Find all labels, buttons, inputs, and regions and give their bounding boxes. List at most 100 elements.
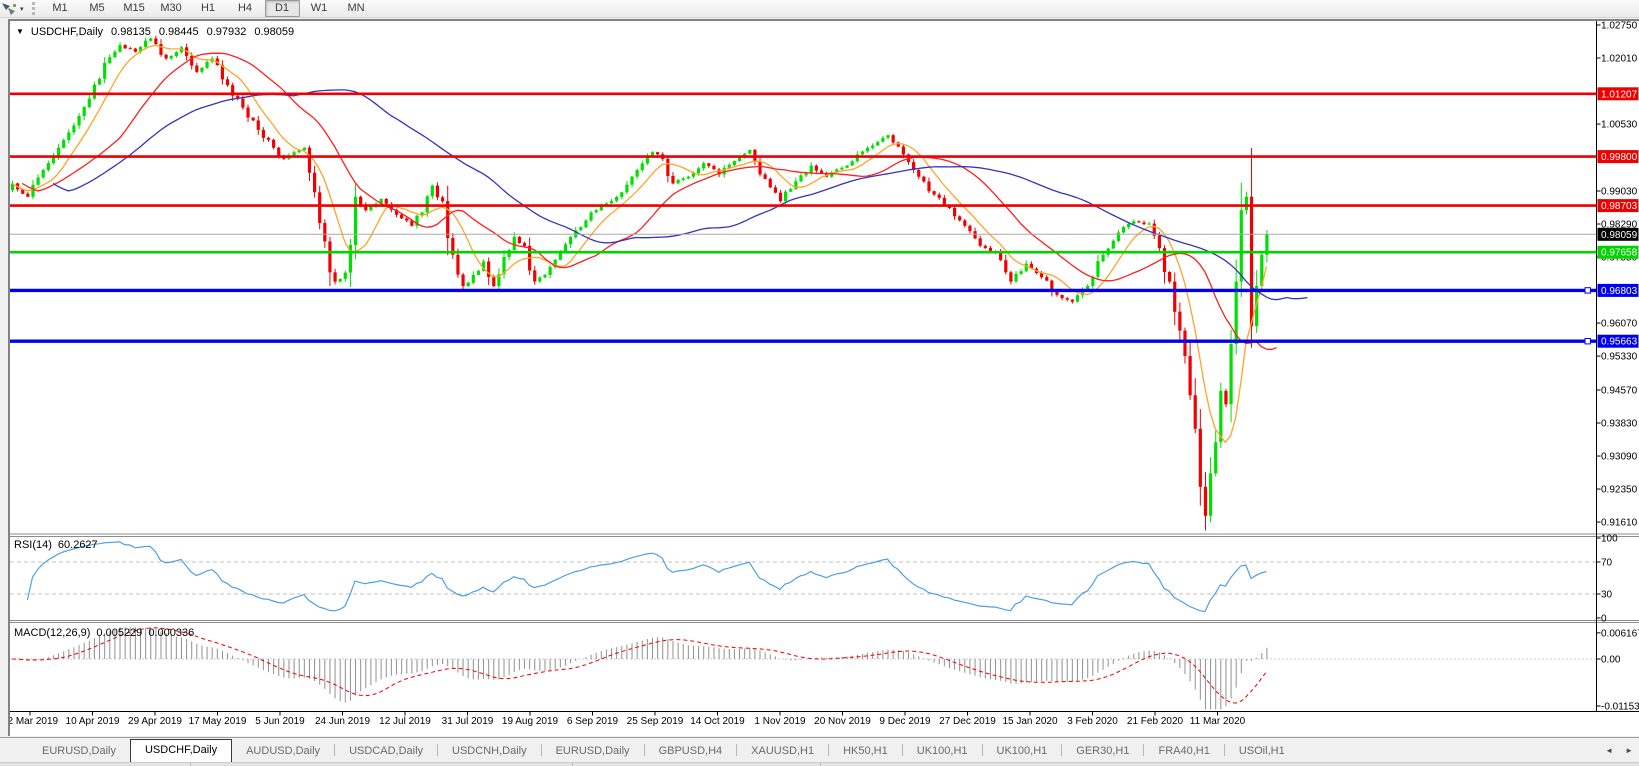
chart-tab-USOil-H1[interactable]: USOil,H1: [1238, 745, 1285, 757]
tab-separator: [828, 744, 830, 756]
svg-text:10 Apr 2019: 10 Apr 2019: [66, 716, 120, 727]
svg-text:0.99800: 0.99800: [1601, 152, 1638, 163]
svg-text:70: 70: [1601, 558, 1613, 569]
ohlc-low: 0.97932: [206, 26, 247, 38]
svg-text:0.98059: 0.98059: [1601, 230, 1638, 241]
svg-text:11 Mar 2020: 11 Mar 2020: [1190, 716, 1246, 727]
tab-separator: [981, 744, 983, 756]
svg-text:3 Feb 2020: 3 Feb 2020: [1067, 716, 1118, 727]
chart-tab-EURUSD-Daily[interactable]: EURUSD,Daily: [42, 745, 116, 757]
tab-scroll-right-icon[interactable]: ►: [1625, 746, 1633, 755]
chart-tab-USDCHF-Daily[interactable]: USDCHF,Daily: [129, 739, 233, 762]
chart-title-caret-icon[interactable]: ▼: [16, 27, 24, 36]
svg-text:1.02010: 1.02010: [1601, 54, 1638, 65]
svg-text:19 Aug 2019: 19 Aug 2019: [502, 716, 559, 727]
svg-text:1.02750: 1.02750: [1601, 21, 1638, 32]
macd-signal-value: 0.000336: [148, 627, 195, 639]
svg-text:0.96070: 0.96070: [1601, 319, 1638, 330]
rsi-name: RSI(14): [14, 539, 52, 551]
tab-separator: [1061, 744, 1063, 756]
svg-text:-0.011533: -0.011533: [1601, 702, 1639, 713]
svg-text:31 Jul 2019: 31 Jul 2019: [442, 716, 494, 727]
svg-text:0.99030: 0.99030: [1601, 187, 1638, 198]
svg-text:24 Jun 2019: 24 Jun 2019: [315, 716, 370, 727]
toolbar-grip[interactable]: [31, 2, 35, 15]
chart-window: 1.027501.020101.005300.990300.982900.975…: [8, 19, 1639, 736]
svg-text:0.95330: 0.95330: [1601, 352, 1638, 363]
timeframe-button-H4[interactable]: H4: [237, 2, 253, 14]
tab-separator: [540, 744, 542, 756]
svg-text:0.98703: 0.98703: [1601, 201, 1638, 212]
timeframe-toolbar: ▾ M1 M5 M15 M30 H1 H4 D1 W1 MN: [0, 0, 1639, 18]
svg-text:21 Feb 2020: 21 Feb 2020: [1127, 716, 1184, 727]
svg-text:25 Sep 2019: 25 Sep 2019: [627, 716, 684, 727]
svg-text:0.006167: 0.006167: [1601, 628, 1639, 639]
chart-tab-bar: EURUSD,Daily USDCHF,Daily AUDUSD,Daily USDC…: [0, 737, 1639, 762]
svg-text:9 Dec 2019: 9 Dec 2019: [879, 716, 931, 727]
tab-scroll-arrows: ◄ ►: [1605, 746, 1633, 755]
ohlc-high: 0.98445: [158, 26, 199, 38]
timeframe-button-M15[interactable]: M15: [123, 2, 145, 14]
chart-tab-HK50-H1[interactable]: HK50,H1: [843, 745, 888, 757]
timeframe-button-M30[interactable]: M30: [160, 2, 182, 14]
chart-tab-UK100-H1[interactable]: UK100,H1: [916, 745, 968, 757]
timeframe-button-D1[interactable]: D1: [264, 0, 300, 17]
ohlc-close: 0.98059: [254, 26, 295, 38]
svg-text:20 Nov 2019: 20 Nov 2019: [814, 716, 871, 727]
rsi-indicator-label: RSI(14) 60.2627: [14, 539, 104, 551]
svg-text:22 Mar 2019: 22 Mar 2019: [10, 716, 59, 727]
svg-text:0.92350: 0.92350: [1601, 485, 1638, 496]
tab-separator: [643, 744, 645, 756]
chart-tab-FRA40-H1[interactable]: FRA40,H1: [1158, 745, 1210, 757]
toolbar-dropdown-caret[interactable]: ▾: [20, 5, 24, 13]
tab-separator: [736, 744, 738, 756]
chart-tab-EURUSD-Daily[interactable]: EURUSD,Daily: [555, 745, 630, 757]
svg-text:0.98290: 0.98290: [1601, 220, 1638, 231]
tab-separator: [437, 744, 439, 756]
tab-scroll-left-icon[interactable]: ◄: [1605, 746, 1614, 755]
svg-text:0.93090: 0.93090: [1601, 452, 1638, 463]
chart-tab-USDCNH-Daily[interactable]: USDCNH,Daily: [452, 745, 527, 757]
chart-tab-AUDUSD-Daily[interactable]: AUDUSD,Daily: [246, 745, 321, 757]
svg-text:1.00530: 1.00530: [1601, 120, 1638, 131]
svg-text:0.96803: 0.96803: [1601, 286, 1638, 297]
tab-separator: [901, 744, 903, 756]
timeframe-button-M1[interactable]: M1: [52, 2, 68, 14]
chart-tab-GER30-H1[interactable]: GER30,H1: [1076, 745, 1130, 757]
chart-title[interactable]: ▼ USDCHF,Daily 0.98135 0.98445 0.97932 0.9805…: [16, 26, 294, 38]
svg-text:0.93830: 0.93830: [1601, 419, 1638, 430]
candlestick-chart-canvas[interactable]: 1.027501.020101.005300.990300.982900.975…: [10, 21, 1639, 736]
chart-tab-USDCAD-Daily[interactable]: USDCAD,Daily: [349, 745, 424, 757]
macd-name: MACD(12,26,9): [14, 627, 91, 639]
svg-text:6 Sep 2019: 6 Sep 2019: [567, 716, 619, 727]
timeframe-button-W1[interactable]: W1: [310, 2, 328, 14]
chart-cursor-icon[interactable]: [1, 2, 18, 16]
tab-separator: [1143, 744, 1145, 756]
svg-text:0.91610: 0.91610: [1601, 518, 1638, 529]
svg-text:1 Nov 2019: 1 Nov 2019: [754, 716, 806, 727]
svg-text:5 Jun 2019: 5 Jun 2019: [255, 716, 305, 727]
svg-text:0: 0: [1601, 614, 1607, 625]
window-bottom-edge: [0, 762, 1639, 766]
timeframe-button-M5[interactable]: M5: [89, 2, 105, 14]
chart-tab-GBPUSD-H4[interactable]: GBPUSD,H4: [658, 745, 723, 757]
svg-text:12 Jul 2019: 12 Jul 2019: [379, 716, 431, 727]
svg-text:0.94570: 0.94570: [1601, 386, 1638, 397]
timeframe-button-H1[interactable]: H1: [200, 2, 216, 14]
chart-tab-XAUUSD-H1[interactable]: XAUUSD,H1: [751, 745, 815, 757]
svg-text:27 Dec 2019: 27 Dec 2019: [939, 716, 996, 727]
macd-main-value: 0.005229: [96, 627, 143, 639]
svg-text:29 Apr 2019: 29 Apr 2019: [128, 716, 182, 727]
timeframe-button-MN[interactable]: MN: [347, 2, 365, 14]
macd-indicator-label: MACD(12,26,9) 0.005229 0.000336: [14, 627, 200, 639]
svg-text:0.97658: 0.97658: [1601, 248, 1638, 259]
ohlc-open: 0.98135: [111, 26, 151, 38]
rsi-value: 60.2627: [57, 539, 98, 551]
svg-text:17 May 2019: 17 May 2019: [189, 716, 247, 727]
svg-text:30: 30: [1601, 590, 1613, 601]
chart-tab-UK100-H1[interactable]: UK100,H1: [996, 745, 1048, 757]
svg-text:100: 100: [1601, 534, 1618, 545]
svg-text:1.01207: 1.01207: [1601, 89, 1638, 100]
tab-separator: [334, 744, 336, 756]
